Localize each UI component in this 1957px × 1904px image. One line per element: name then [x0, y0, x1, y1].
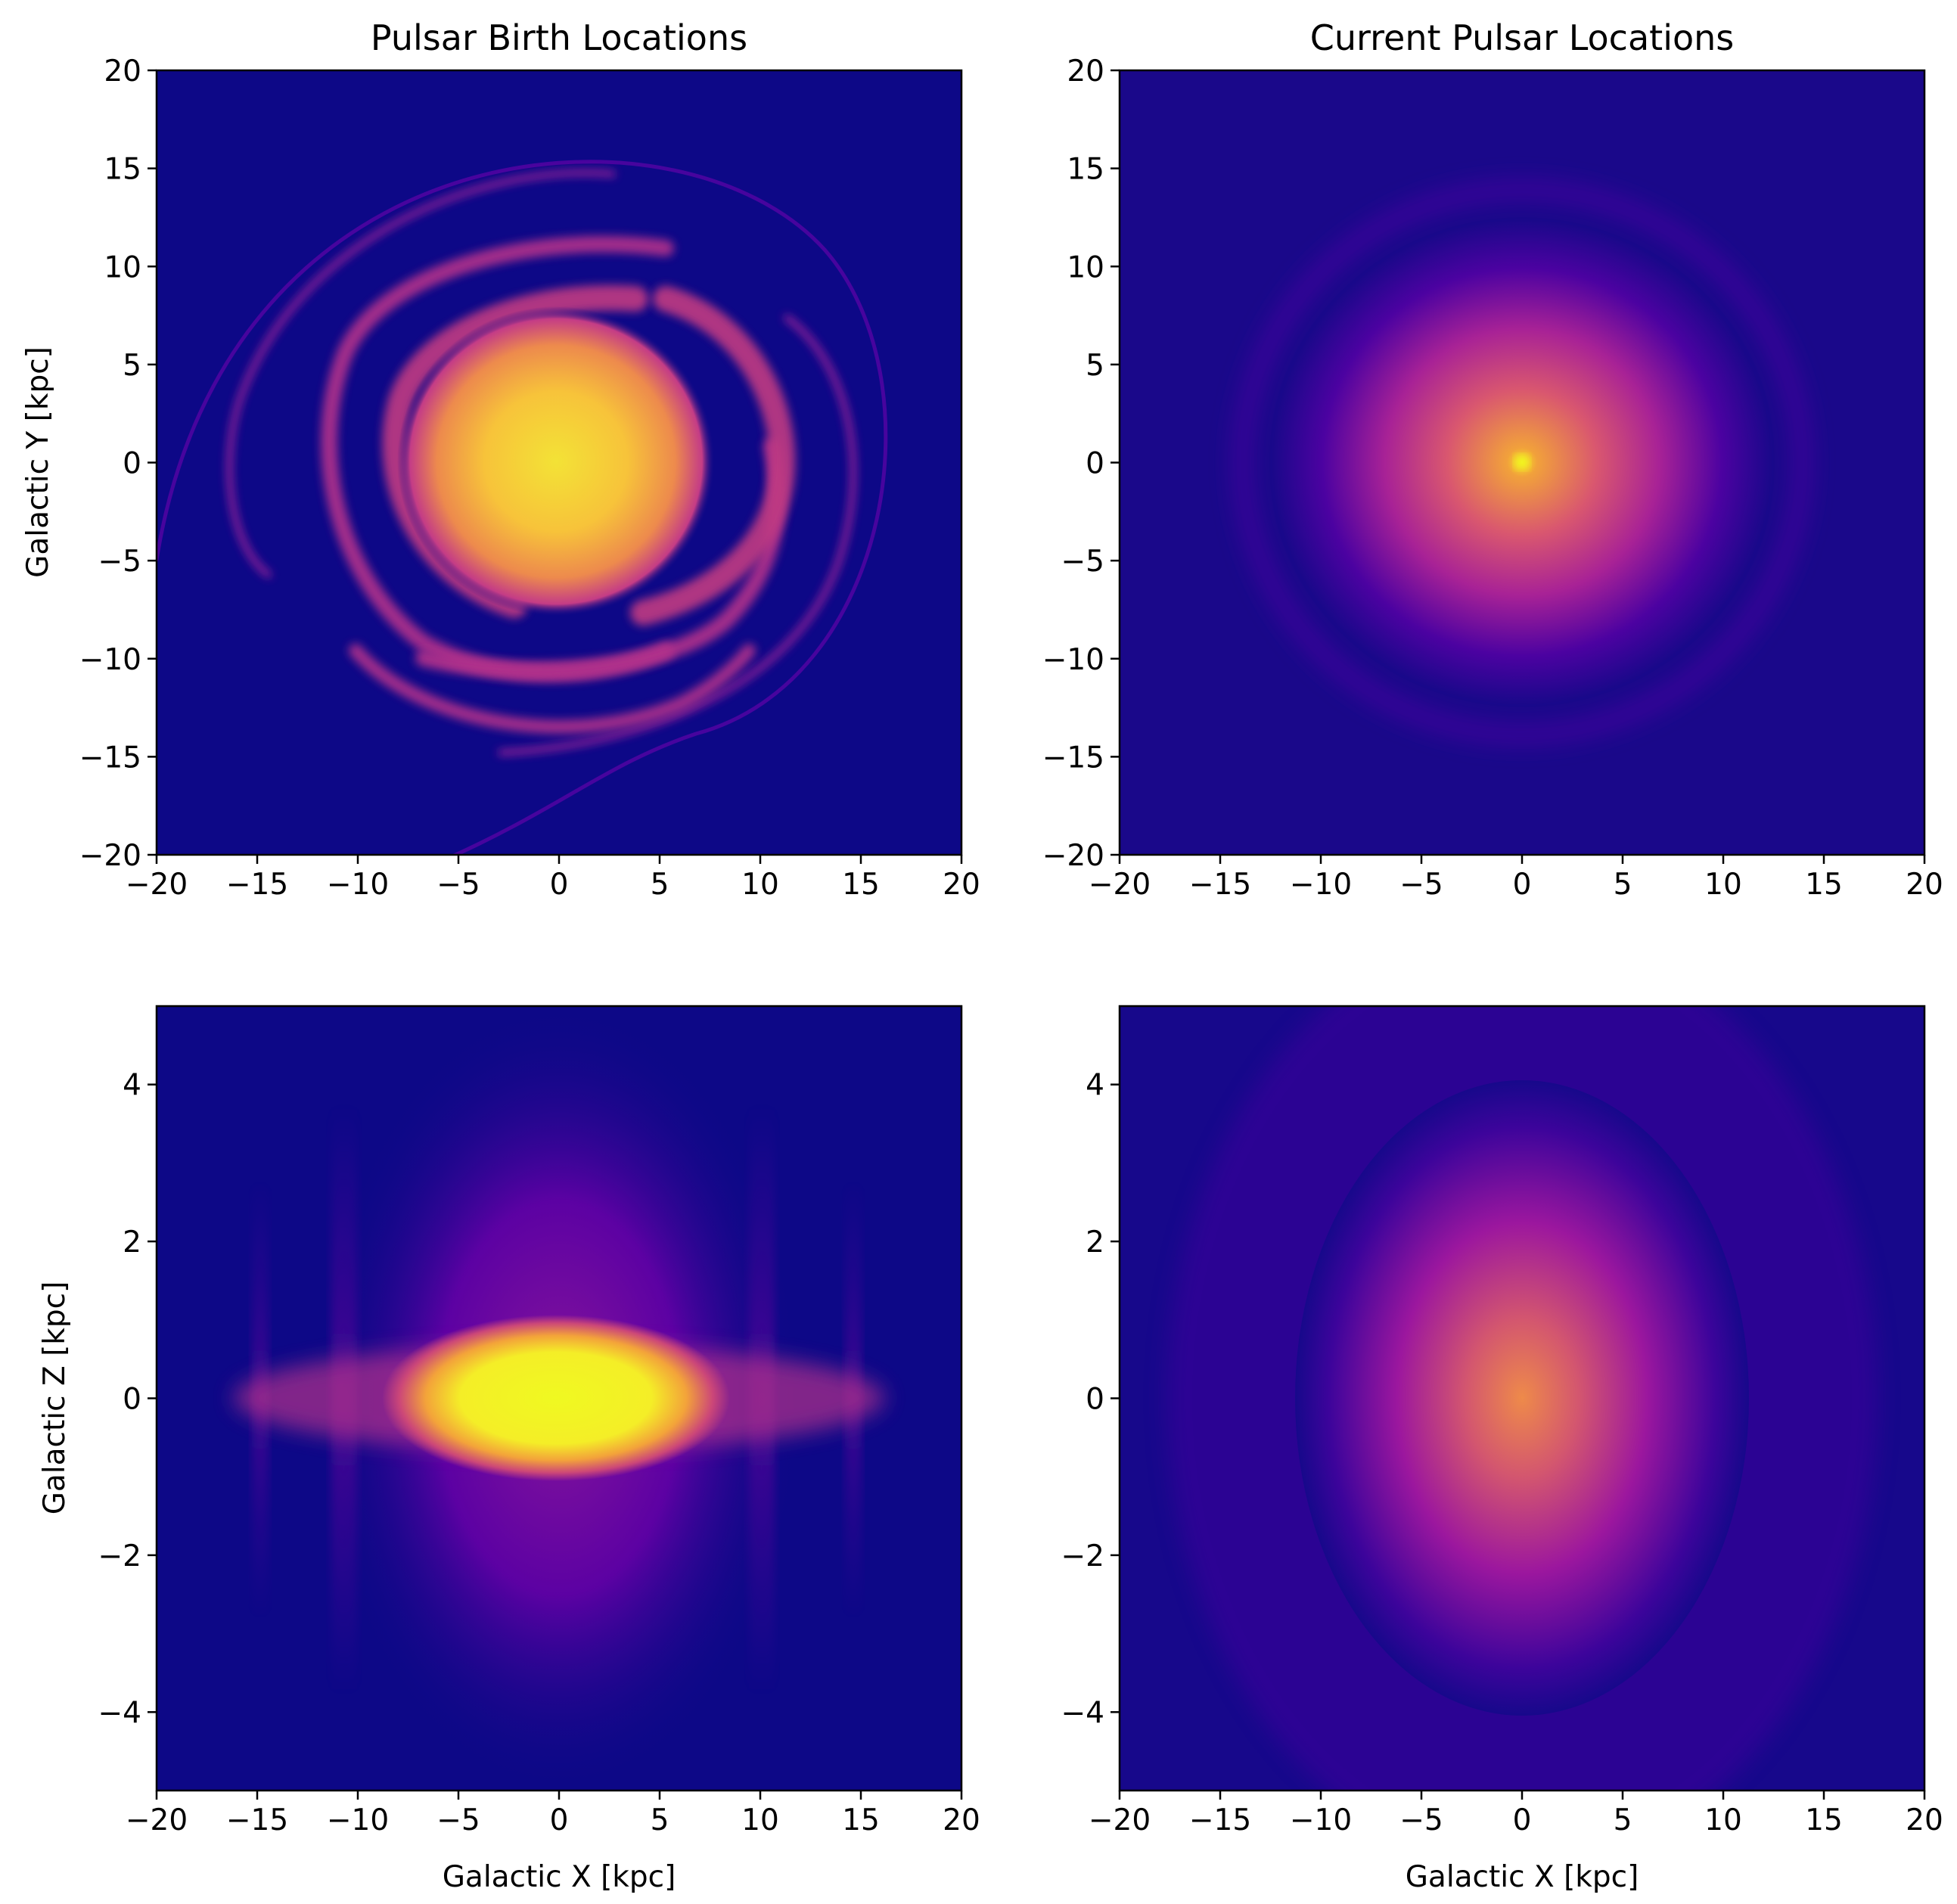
y-tick-label: 20: [104, 54, 141, 89]
panel-current-xy: Current Pulsar Locations −20 −15 −10 −5 0 5 10…: [1042, 17, 1943, 902]
x-axis: −20 −15 −10 −5 0 5 10 15 20: [126, 855, 980, 902]
x-tick-label: −15: [226, 868, 288, 902]
x-tick-label: 0: [550, 1803, 569, 1837]
y-axis-label: Galactic Z [kpc]: [38, 1281, 72, 1515]
x-axis: −20 −15 −10 −5 0 5 10 15 20: [1089, 855, 1943, 902]
x-tick-label: 20: [1906, 868, 1943, 902]
x-tick-label: 15: [842, 1803, 880, 1837]
y-tick-label: −4: [98, 1696, 142, 1730]
x-tick-label: 5: [1614, 1803, 1632, 1837]
x-axis: −20 −15 −10 −5 0 5 10 15 20: [126, 1791, 980, 1837]
panel-title: Pulsar Birth Locations: [371, 17, 747, 58]
y-tick-label: 20: [1067, 54, 1104, 89]
x-tick-label: 10: [741, 1803, 779, 1837]
y-tick-label: 0: [123, 447, 141, 481]
x-tick-label: 5: [651, 1803, 669, 1837]
y-axis: −20 −15 −10 −5 0 5 10 15 20: [79, 54, 157, 873]
y-tick-label: 2: [123, 1225, 141, 1259]
x-tick-label: 20: [943, 868, 980, 902]
x-tick-label: −20: [126, 868, 188, 902]
y-tick-label: 15: [104, 153, 141, 187]
y-tick-label: −10: [1042, 643, 1104, 677]
y-tick-label: 2: [1086, 1225, 1104, 1259]
outer-arm: [157, 160, 888, 855]
central-peak: [1515, 455, 1529, 469]
y-tick-label: −20: [1042, 839, 1104, 873]
x-tick-label: 10: [1704, 1803, 1742, 1837]
y-tick-label: −5: [98, 545, 142, 579]
y-tick-label: 15: [1067, 153, 1104, 187]
y-tick-label: 4: [123, 1069, 141, 1103]
y-tick-label: −2: [98, 1539, 142, 1573]
y-tick-label: −15: [1042, 741, 1104, 775]
x-tick-label: −10: [327, 1803, 389, 1837]
x-tick-label: −5: [1399, 1803, 1443, 1837]
y-axis: −4 −2 0 2 4: [1061, 1069, 1120, 1730]
y-tick-label: 0: [123, 1383, 141, 1417]
x-tick-label: −5: [1399, 868, 1443, 902]
x-tick-label: −5: [436, 1803, 480, 1837]
y-tick-label: −10: [79, 643, 141, 677]
arm-1: [226, 169, 616, 578]
x-tick-label: −5: [436, 868, 480, 902]
y-tick-label: −2: [1061, 1539, 1105, 1573]
x-axis-label: Galactic X [kpc]: [443, 1860, 676, 1894]
y-tick-label: 4: [1086, 1069, 1104, 1103]
y-axis: −20 −15 −10 −5 0 5 10 15 20: [1042, 54, 1120, 873]
panel-birth-xz: Galactic X [kpc] Galactic Z [kpc] −20 −15…: [38, 1005, 980, 1894]
x-axis: −20 −15 −10 −5 0 5 10 15 20: [1089, 1791, 1943, 1837]
arm-4: [349, 644, 756, 734]
x-tick-label: −10: [1290, 868, 1352, 902]
x-tick-label: 5: [1614, 868, 1632, 902]
y-tick-label: 0: [1086, 1383, 1104, 1417]
x-tick-label: −20: [126, 1803, 188, 1837]
x-tick-label: 10: [741, 868, 779, 902]
x-tick-label: 5: [651, 868, 669, 902]
y-axis: −4 −2 0 2 4: [98, 1069, 157, 1730]
x-tick-label: 20: [1906, 1803, 1943, 1837]
faint-ring-outer: [1232, 180, 1812, 744]
arm-3b: [630, 286, 796, 626]
x-tick-label: −15: [1189, 1803, 1251, 1837]
x-tick-label: −15: [226, 1803, 288, 1837]
y-tick-label: −20: [79, 839, 141, 873]
x-tick-label: −20: [1089, 1803, 1151, 1837]
x-tick-label: 15: [842, 868, 880, 902]
panel-title: Current Pulsar Locations: [1310, 17, 1734, 58]
x-tick-label: −15: [1189, 868, 1251, 902]
x-tick-label: 20: [943, 1803, 980, 1837]
x-tick-label: 15: [1805, 1803, 1843, 1837]
y-tick-label: 5: [1086, 349, 1104, 383]
x-axis-label: Galactic X [kpc]: [1406, 1860, 1639, 1894]
y-tick-label: 5: [123, 349, 141, 383]
y-axis-label: Galactic Y [kpc]: [21, 346, 55, 578]
y-tick-label: 10: [104, 250, 141, 284]
y-tick-label: −4: [1061, 1696, 1105, 1730]
y-tick-label: 0: [1086, 447, 1104, 481]
arm-1b: [498, 315, 856, 756]
x-tick-label: 0: [550, 868, 569, 902]
central-bulge: [397, 306, 715, 617]
y-tick-label: 10: [1067, 250, 1104, 284]
x-tick-label: 10: [1704, 868, 1742, 902]
x-tick-label: 15: [1805, 868, 1843, 902]
y-tick-label: −5: [1061, 545, 1105, 579]
panel-current-xz: Galactic X [kpc] −20 −15 −10 −5 0 5 10 15 20 −4−…: [1061, 1005, 1943, 1894]
central-disk: [382, 1315, 730, 1481]
x-tick-label: −10: [1290, 1803, 1352, 1837]
x-tick-label: −20: [1089, 868, 1151, 902]
x-tick-label: 0: [1513, 868, 1532, 902]
central-blob: [1295, 1080, 1749, 1716]
x-tick-label: 0: [1513, 1803, 1532, 1837]
x-tick-label: −10: [327, 868, 389, 902]
panel-birth-xy: Pulsar Birth Locations Galactic Y [kpc] …: [21, 17, 980, 902]
y-tick-label: −15: [79, 741, 141, 775]
